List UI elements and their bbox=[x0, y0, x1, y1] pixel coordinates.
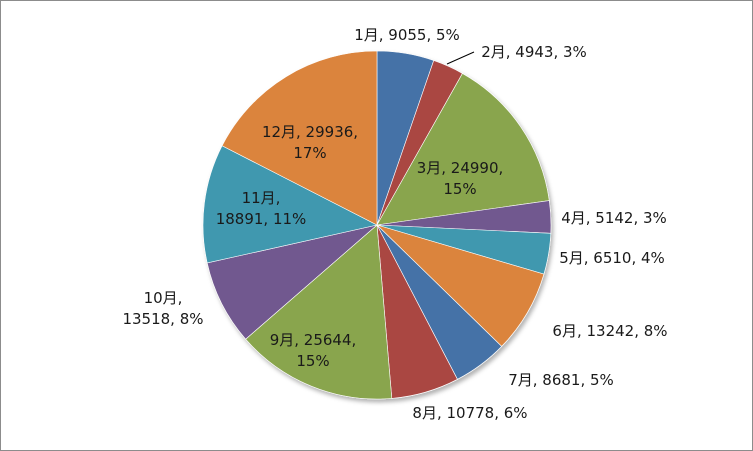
pie-slice-11 bbox=[202, 145, 378, 264]
data-label-line: 9月, 25644, bbox=[270, 331, 357, 349]
data-label-line: 8月, 10778, 6% bbox=[412, 404, 527, 422]
data-label-8: 8月, 10778, 6% bbox=[412, 404, 527, 422]
data-label-1: 1月, 9055, 5% bbox=[354, 26, 460, 44]
leader-lines bbox=[446, 51, 475, 65]
data-label-10: 10月, 13518, 8% bbox=[122, 289, 203, 328]
data-label-7: 7月, 8681, 5% bbox=[508, 371, 614, 389]
data-label-11: 11月, 18891, 11% bbox=[216, 189, 307, 228]
data-label-3: 3月, 24990, 15% bbox=[417, 159, 504, 198]
data-label-2: 2月, 4943, 3% bbox=[481, 43, 587, 61]
data-label-12: 12月, 29936, 17% bbox=[262, 123, 358, 162]
pie-slice-9 bbox=[245, 224, 393, 400]
data-label-line: 15% bbox=[443, 180, 476, 198]
data-label-4: 4月, 5142, 3% bbox=[561, 209, 667, 227]
pie-slice-3 bbox=[376, 73, 550, 226]
data-label-line: 13518, 8% bbox=[122, 310, 203, 328]
data-label-5: 5月, 6510, 4% bbox=[559, 249, 665, 267]
data-label-line: 12月, 29936, bbox=[262, 123, 358, 141]
data-label-line: 17% bbox=[293, 144, 326, 162]
pie-slices bbox=[202, 50, 552, 400]
data-label-line: 18891, 11% bbox=[216, 210, 307, 228]
data-label-line: 10月, bbox=[144, 289, 183, 307]
data-label-line: 15% bbox=[296, 352, 329, 370]
data-label-line: 1月, 9055, 5% bbox=[354, 26, 460, 44]
leader-line-2 bbox=[446, 51, 475, 65]
data-label-line: 5月, 6510, 4% bbox=[559, 249, 665, 267]
data-label-line: 2月, 4943, 3% bbox=[481, 43, 587, 61]
data-label-line: 6月, 13242, 8% bbox=[552, 322, 667, 340]
data-label-6: 6月, 13242, 8% bbox=[552, 322, 667, 340]
pie-slice-12 bbox=[221, 50, 378, 226]
data-label-line: 7月, 8681, 5% bbox=[508, 371, 614, 389]
data-label-line: 4月, 5142, 3% bbox=[561, 209, 667, 227]
data-labels: 1月, 9055, 5% 2月, 4943, 3% 3月, 24990, 15% 4月,… bbox=[122, 26, 667, 422]
data-label-9: 9月, 25644, 15% bbox=[270, 331, 357, 370]
data-label-line: 3月, 24990, bbox=[417, 159, 504, 177]
data-label-line: 11月, bbox=[242, 189, 281, 207]
